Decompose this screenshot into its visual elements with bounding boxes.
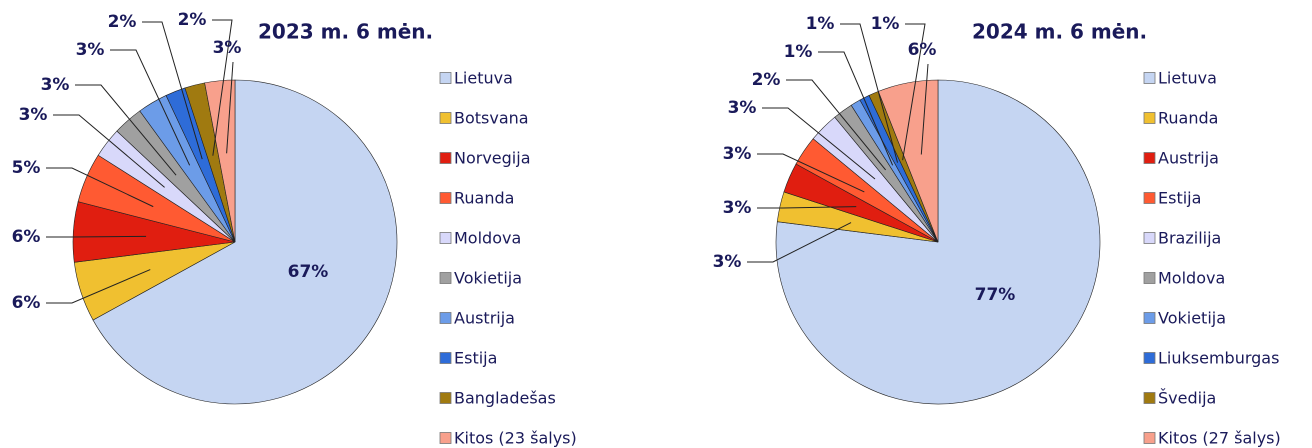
- legend-label: Austrija: [1158, 149, 1219, 168]
- data-label: 77%: [975, 285, 1016, 305]
- leader-line: [818, 51, 894, 166]
- data-label: 1%: [784, 42, 813, 62]
- legend-label: Moldova: [454, 229, 521, 248]
- data-label: 3%: [76, 40, 105, 60]
- leader-line: [786, 79, 887, 171]
- data-label: 2%: [108, 12, 137, 32]
- chart-title: 2024 m. 6 mėn.: [972, 20, 1147, 44]
- leader-line: [226, 61, 234, 154]
- leader-line: [920, 63, 929, 155]
- data-label: 1%: [806, 14, 835, 34]
- legend-label: Vokietija: [1158, 309, 1226, 328]
- data-label: 3%: [41, 75, 70, 95]
- leader-line: [46, 235, 147, 238]
- legend-label: Lietuva: [1158, 69, 1217, 88]
- leader-line: [757, 206, 857, 209]
- data-label: 6%: [12, 293, 41, 313]
- legend-swatch: [1143, 72, 1156, 84]
- legend-label: Ruanda: [454, 189, 514, 208]
- leader-line: [75, 84, 177, 176]
- legend-label: Moldova: [1158, 269, 1225, 288]
- leader-line: [840, 23, 899, 163]
- legend-swatch: [439, 72, 452, 84]
- legend-swatch: [439, 112, 452, 124]
- legend-swatch: [1143, 272, 1156, 284]
- legend-label: Vokietija: [454, 269, 522, 288]
- legend-swatch: [439, 352, 452, 364]
- data-label: 3%: [723, 198, 752, 218]
- chart-title: 2023 m. 6 mėn.: [258, 20, 433, 44]
- leader-line: [762, 107, 876, 180]
- legend-label: Botsvana: [454, 109, 529, 128]
- data-label: 6%: [908, 40, 937, 60]
- legend-label: Estija: [454, 349, 497, 368]
- legend-swatch: [1143, 192, 1156, 204]
- legend-label: Norvegija: [454, 149, 531, 168]
- legend-swatch: [1143, 432, 1156, 444]
- legend-swatch: [1143, 112, 1156, 124]
- legend-swatch: [439, 192, 452, 204]
- legend-swatch: [439, 392, 452, 404]
- leader-line: [142, 21, 203, 160]
- legend-label: Lietuva: [454, 69, 513, 88]
- legend-label: Švedija: [1158, 389, 1216, 408]
- data-label: 3%: [723, 144, 752, 164]
- legend-swatch: [439, 312, 452, 324]
- legend-label: Brazilija: [1158, 229, 1221, 248]
- data-label: 5%: [12, 158, 41, 178]
- data-label: 3%: [728, 98, 757, 118]
- data-label: 67%: [288, 262, 329, 282]
- data-label: 6%: [12, 227, 41, 247]
- legend-swatch: [1143, 152, 1156, 164]
- legend-swatch: [1143, 352, 1156, 364]
- legend-swatch: [439, 432, 452, 444]
- leader-line: [902, 23, 926, 161]
- data-label: 3%: [213, 38, 242, 58]
- leader-line: [747, 222, 852, 263]
- leader-line: [46, 167, 154, 208]
- leader-line: [212, 19, 233, 156]
- data-label: 2%: [752, 70, 781, 90]
- leader-line: [757, 153, 865, 193]
- data-label: 2%: [178, 10, 207, 30]
- legend-label: Kitos (23 šalys): [454, 429, 577, 448]
- leader-line: [53, 114, 165, 188]
- legend-label: Bangladešas: [454, 389, 556, 408]
- data-label: 3%: [713, 252, 742, 272]
- legend-label: Ruanda: [1158, 109, 1218, 128]
- pie-slice: [204, 79, 236, 243]
- legend-swatch: [1143, 232, 1156, 244]
- legend-label: Estija: [1158, 189, 1201, 208]
- legend-swatch: [439, 272, 452, 284]
- leader-line: [110, 49, 191, 166]
- data-label: 3%: [19, 105, 48, 125]
- legend-swatch: [439, 232, 452, 244]
- legend-swatch: [1143, 312, 1156, 324]
- legend-label: Austrija: [454, 309, 515, 328]
- leader-line: [46, 269, 151, 304]
- legend-swatch: [439, 152, 452, 164]
- legend-label: Kitos (27 šalys): [1158, 429, 1281, 448]
- legend-swatch: [1143, 392, 1156, 404]
- pie-slice: [92, 79, 398, 405]
- legend-label: Liuksemburgas: [1158, 349, 1279, 368]
- data-label: 1%: [871, 14, 900, 34]
